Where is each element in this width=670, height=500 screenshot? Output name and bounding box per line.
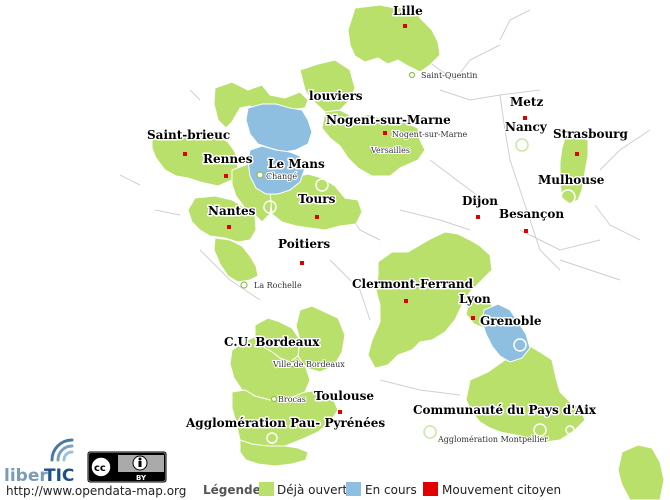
region-basse-normandie-blue[interactable]	[245, 103, 313, 153]
legend-swatch-open	[259, 482, 274, 496]
label-nogent-big: Nogent-sur-Marne	[326, 113, 451, 127]
region-pau-south[interactable]	[239, 439, 309, 467]
city-labels: Lille Saint-Quentin louviers Nogent-sur-…	[146, 3, 631, 446]
label-change: Changé	[266, 172, 297, 181]
region-corse[interactable]	[617, 444, 665, 500]
open-markers	[240, 0, 576, 444]
marker-clermont[interactable]	[404, 299, 408, 303]
label-grenoble: Grenoble	[480, 314, 542, 328]
label-la-rochelle: La Rochelle	[254, 281, 302, 290]
label-pays-aix: Communauté du Pays d'Aix	[413, 403, 597, 417]
label-rennes: Rennes	[203, 152, 253, 166]
cc-by-label: BY	[136, 474, 147, 482]
svg-text:cc: cc	[94, 463, 106, 474]
legend-label-movement: Mouvement citoyen	[442, 483, 561, 497]
legend-label-in-progress: En cours	[365, 483, 417, 497]
label-poitiers: Poitiers	[278, 237, 330, 251]
marker-saint-brieuc[interactable]	[183, 152, 187, 156]
legend: Légende: Déjà ouvert En cours Mouvement …	[203, 482, 561, 497]
region-grenoble-blue[interactable]	[481, 303, 531, 363]
marker-tours[interactable]	[315, 215, 319, 219]
label-nogent-small: Nogent-sur-Marne	[392, 130, 467, 139]
marker-nogent[interactable]	[383, 131, 387, 135]
label-nantes: Nantes	[208, 204, 256, 218]
region-loire-ouest[interactable]	[187, 195, 257, 243]
marker-lyon[interactable]	[471, 316, 475, 320]
cc-license-badge[interactable]: cc BY	[87, 451, 167, 483]
region-nord[interactable]	[347, 4, 441, 73]
libertic-logo[interactable]: liber TIC	[4, 438, 74, 486]
marker-dijon[interactable]	[476, 215, 480, 219]
label-lille: Lille	[393, 4, 423, 18]
region-alsace[interactable]	[559, 135, 589, 205]
region-haute-normandie[interactable]	[299, 59, 356, 113]
logo-text-tic: TIC	[44, 466, 74, 486]
label-saint-brieuc: Saint-brieuc	[147, 128, 230, 142]
label-ville-bordeaux: Ville de Bordeaux	[272, 360, 345, 369]
region-gironde[interactable]	[229, 335, 311, 401]
marker-lille[interactable]	[403, 24, 407, 28]
legend-swatch-in-progress	[346, 482, 361, 496]
region-sarthe-blue[interactable]	[247, 145, 306, 195]
label-versailles: Versailles	[370, 146, 410, 155]
label-tours: Tours	[298, 192, 336, 206]
label-metz: Metz	[510, 95, 543, 109]
marker-strasbourg[interactable]	[575, 152, 579, 156]
region-idf[interactable]	[321, 109, 426, 177]
label-louviers: louviers	[309, 89, 363, 103]
marker-poitiers[interactable]	[300, 261, 304, 265]
label-toulouse: Toulouse	[314, 389, 374, 403]
movement-markers	[183, 24, 579, 414]
label-montpellier: Agglomération Montpellier	[437, 435, 548, 444]
cc-icon	[90, 456, 112, 478]
label-lyon: Lyon	[459, 292, 491, 306]
marker-toulouse[interactable]	[338, 410, 342, 414]
footer-url[interactable]: http://www.opendata-map.org	[6, 484, 186, 498]
in-progress-regions	[245, 103, 531, 363]
wifi-icon	[50, 438, 74, 462]
region-boundaries	[119, 9, 651, 396]
logo-text-liber: liber	[4, 466, 48, 486]
label-le-mans: Le Mans	[268, 157, 325, 171]
region-bretagne[interactable]	[151, 133, 239, 187]
label-dijon: Dijon	[462, 194, 498, 208]
label-cu-bordeaux: C.U. Bordeaux	[224, 335, 320, 349]
marker-metz[interactable]	[523, 116, 527, 120]
region-dordogne[interactable]	[295, 305, 346, 373]
label-clermont: Clermont-Ferrand	[352, 277, 474, 291]
marker-besancon[interactable]	[524, 229, 528, 233]
legend-title: Légende:	[203, 483, 266, 497]
label-saint-quentin: Saint-Quentin	[421, 71, 477, 80]
label-pau: Agglomération Pau- Pyrénées	[185, 416, 385, 430]
label-besancon: Besançon	[499, 207, 564, 221]
marker-nantes[interactable]	[227, 225, 231, 229]
label-strasbourg: Strasbourg	[553, 127, 629, 141]
region-auvergne[interactable]	[367, 231, 493, 369]
legend-label-open: Déjà ouvert	[277, 483, 347, 497]
label-mulhouse: Mulhouse	[538, 173, 605, 187]
label-nancy: Nancy	[505, 120, 548, 134]
marker-rennes[interactable]	[224, 174, 228, 178]
label-brocas: Brocas	[278, 395, 306, 404]
legend-swatch-movement	[423, 482, 438, 496]
region-vendee[interactable]	[213, 237, 259, 283]
